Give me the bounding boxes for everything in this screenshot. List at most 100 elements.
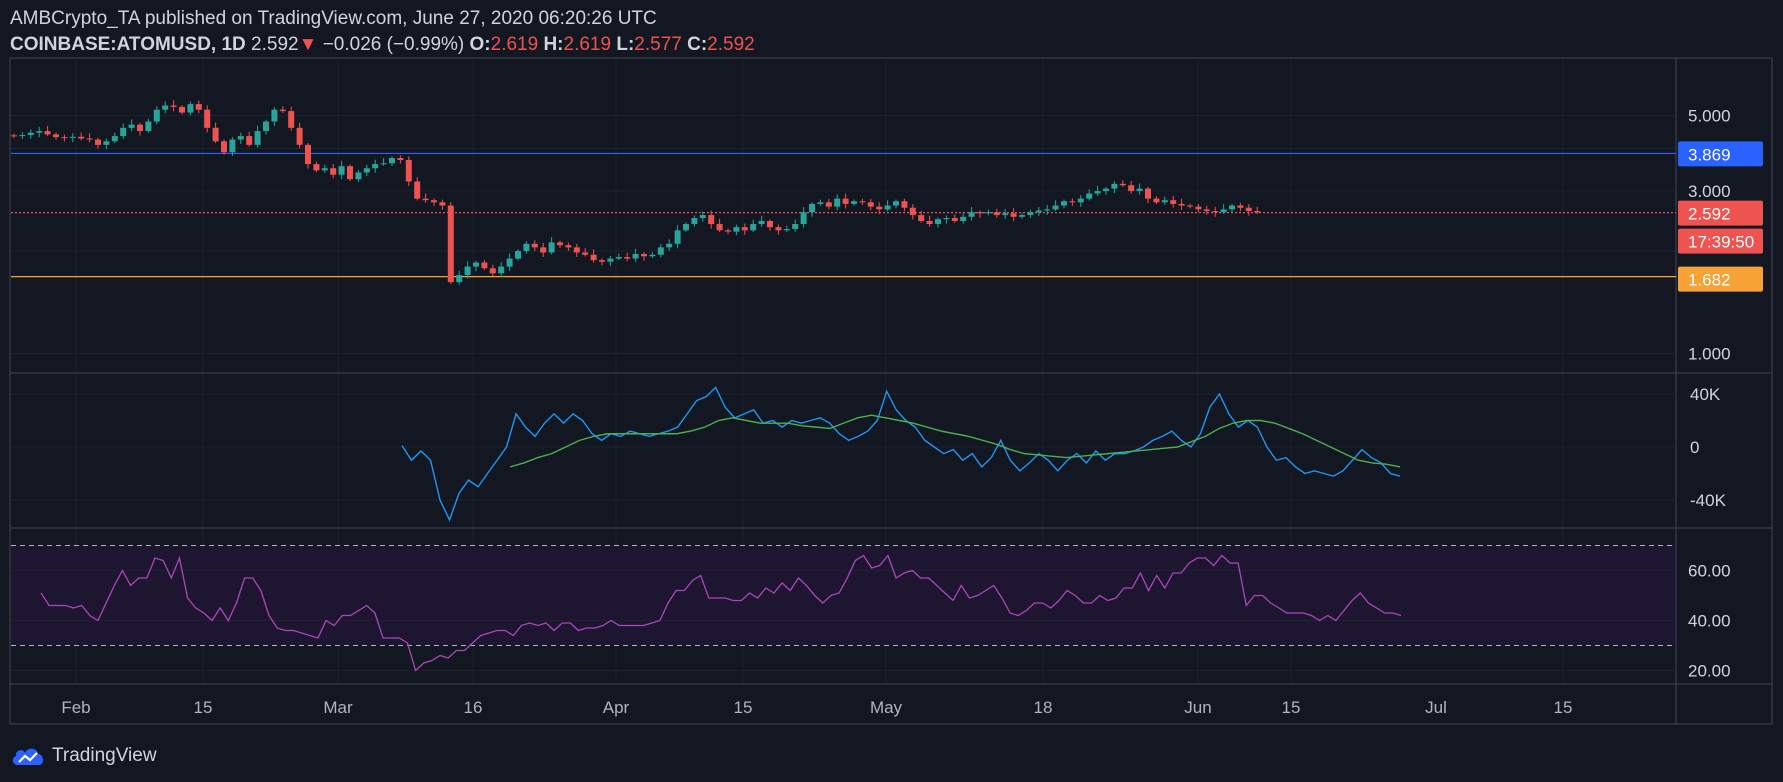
candle-body [111,136,118,142]
candle-body [842,198,849,204]
candle-body [1119,183,1126,186]
author-name[interactable]: AMBCrypto_TA [10,8,140,29]
candle-body [741,227,748,231]
time-axis-tick-label: 15 [734,698,753,717]
candle-body [489,268,496,274]
candle-body [439,202,446,206]
candle-body [968,212,975,217]
price-axis-tick-label: 5.000 [1688,107,1731,126]
candle-body [800,212,807,225]
candle-body [405,160,412,182]
candle-body [901,201,908,208]
candle-body [1203,209,1210,212]
candle-body [523,243,530,251]
candle-body [1086,193,1093,199]
price-axis-tick-label: 1.000 [1688,345,1731,364]
price-badge-label: 17:39:50 [1688,233,1754,252]
candle-body [993,212,1000,216]
candle-body [767,220,773,228]
candle-body [473,262,479,267]
candle-body [893,201,899,206]
candle-body [145,121,152,132]
time-axis-tick-label: May [870,698,903,717]
candle-body [19,135,26,137]
price-axis-tick-label: 3.000 [1688,182,1731,201]
candle-body [792,224,799,230]
candle-body [221,141,227,153]
candle-body [422,198,429,201]
candle-body [506,258,513,267]
candle-body [1187,205,1193,207]
candle-body [615,257,622,259]
candle-body [44,131,51,135]
candle-body [683,224,689,231]
candle-body [851,201,857,204]
candle-body [1229,205,1235,210]
candle-body [699,215,706,219]
time-axis-tick-label: 15 [1554,698,1573,717]
candle-body [137,124,143,132]
open-label: O: [469,34,491,55]
low-value: 2.577 [634,34,682,55]
candle-body [1111,183,1118,189]
candle-body [1254,211,1261,213]
candle-body [355,172,362,180]
candle-body [657,247,664,255]
candle-body [708,215,715,225]
candle-body [1237,205,1244,208]
candle-body [607,258,614,262]
symbol-label[interactable]: COINBASE:ATOMUSD, 1D [10,34,246,55]
candle-body [204,109,211,128]
candle-body [1170,200,1177,204]
time-axis-tick-label: Apr [603,698,630,717]
candle-body [330,168,337,175]
candle-body [590,254,597,261]
candle-body [674,230,681,244]
candle-body [128,124,135,128]
candle-body [313,164,320,171]
candle-body [649,254,656,257]
candle-body [884,205,891,210]
time-axis-tick-label: 16 [464,698,483,717]
candle-body [53,134,59,138]
publish-line: AMBCrypto_TA published on TradingView.co… [10,6,1770,32]
candle-body [859,201,866,203]
candle-body [414,181,421,199]
candle-body [1103,188,1109,192]
indicator-axis-tick-label: 0 [1690,438,1699,457]
candle-body [61,137,68,139]
candle-body [229,139,236,153]
time-axis-tick-label: Mar [323,698,353,717]
candle-body [380,163,387,165]
candle-body [69,136,76,138]
candle-body [1128,185,1135,192]
candle-body [1153,198,1160,203]
tradingview-logo[interactable]: TradingView [10,742,157,770]
ohlc-line: COINBASE:ATOMUSD, 1D 2.592▼ −0.026 (−0.9… [10,32,1770,58]
candle-body [666,243,673,248]
high-value: 2.619 [563,34,612,55]
candle-body [1077,198,1084,203]
indicator-axis-tick-label: -40K [1690,491,1727,510]
candle-body [464,266,471,276]
candle-body [212,127,219,142]
candle-body [1010,213,1017,217]
candle-body [1052,205,1059,210]
close-value: 2.592 [707,34,755,55]
candle-body [271,109,278,122]
candle-body [246,136,253,145]
candle-body [935,219,941,225]
candle-body [397,158,404,161]
close-label: C: [687,34,708,55]
price-badge [1678,266,1763,292]
tradingview-cloud-icon [12,748,44,765]
candle-body [36,131,43,133]
candle-body [867,202,874,207]
candle-body [103,141,110,145]
candle-body [456,275,463,283]
candle-body [918,215,925,221]
candle-body [1220,209,1227,213]
candle-body [725,230,731,232]
candle-body [179,106,185,113]
